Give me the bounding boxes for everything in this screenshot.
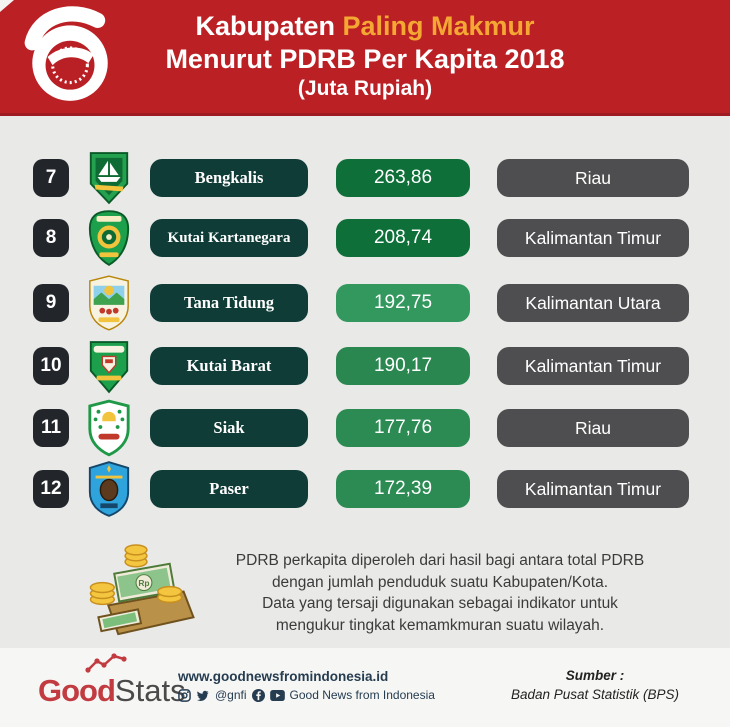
table-row: 7 Bengkalis 263,86 Riau (0, 148, 730, 208)
kabupaten-name-pill: Bengkalis (150, 159, 308, 197)
kutai-kartanegara-emblem-icon (86, 209, 132, 267)
footer-bar: Good Stats www.goodnewsfromindonesia.id (0, 648, 730, 727)
pdrb-value-pill: 263,86 (336, 159, 470, 197)
rank-badge: 11 (33, 409, 69, 447)
pdrb-value-pill: 192,75 (336, 284, 470, 322)
rank-badge: 9 (33, 284, 69, 322)
brand-good-text: Good (38, 673, 116, 708)
social-row: @gnfi Good News from Indonesia (178, 688, 435, 702)
title-line-3: (Juta Rupiah) (297, 77, 433, 100)
rank-badge: 8 (33, 219, 69, 257)
pdrb-value-pill: 190,17 (336, 347, 470, 385)
title-part-1: Kabupaten (195, 11, 343, 41)
tana-tidung-emblem-icon (86, 274, 132, 332)
rank-badge: 7 (33, 159, 69, 197)
province-pill: Riau (497, 159, 689, 197)
source-value: Badan Pusat Statistik (BPS) (510, 687, 680, 702)
social-caption: Good News from Indonesia (289, 688, 435, 702)
kabupaten-name-pill: Paser (150, 470, 308, 508)
line-chart-doodle-icon (84, 652, 130, 674)
brand-stats-text: Stats (114, 673, 186, 708)
note-line: Data yang tersaji digunakan sebagai indi… (262, 595, 618, 612)
table-row: 12 Paser 172,39 Kalimantan Timur (0, 459, 730, 519)
money-coins-icon: Rp (76, 542, 204, 646)
corner-fold (0, 0, 14, 12)
methodology-note: PDRB perkapita diperoleh dari hasil bagi… (200, 550, 680, 636)
kabupaten-name-pill: Tana Tidung (150, 284, 308, 322)
note-line: dengan jumlah penduduk suatu Kabupaten/K… (271, 573, 609, 591)
province-pill: Kalimantan Timur (497, 470, 689, 508)
province-pill: Kalimantan Utara (497, 284, 689, 322)
title-line-2: Menurut PDRB Per Kapita 2018 (165, 44, 565, 74)
bengkalis-emblem-icon (86, 149, 132, 207)
rank-badge: 12 (33, 470, 69, 508)
province-pill: Kalimantan Timur (497, 219, 689, 257)
source-label: Sumber : (565, 668, 625, 683)
kabupaten-name-pill: Kutai Kartanegara (150, 219, 308, 257)
rank-badge: 10 (33, 347, 69, 385)
province-pill: Riau (497, 409, 689, 447)
kutai-barat-emblem-icon (86, 337, 132, 395)
note-line: PDRB perkapita diperoleh dari hasil bagi… (235, 552, 645, 569)
instagram-icon (178, 688, 191, 702)
twitter-icon (196, 689, 210, 701)
header-banner: Kabupaten Paling Makmur Menurut PDRB Per… (0, 0, 730, 116)
source-block: Sumber : Badan Pusat Statistik (BPS) (470, 666, 720, 704)
table-row: 11 Siak 177,76 Riau (0, 398, 730, 458)
facebook-icon (251, 688, 265, 702)
social-handle: @gnfi (215, 688, 247, 702)
gnfi-logo-icon (18, 4, 120, 106)
kabupaten-name-pill: Siak (150, 409, 308, 447)
table-row: 10 Kutai Barat 190,17 Kalimantan Timur (0, 336, 730, 396)
province-pill: Kalimantan Timur (497, 347, 689, 385)
title-part-2: Paling Makmur (342, 11, 535, 41)
table-row: 8 Kutai Kartanegara 208,74 Kalimantan Ti… (0, 208, 730, 268)
pdrb-value-pill: 172,39 (336, 470, 470, 508)
kabupaten-name-pill: Kutai Barat (150, 347, 308, 385)
table-row: 9 Tana Tidung 192,75 Kalimantan Utara (0, 273, 730, 333)
note-line: mengukur tingkat kemamkmuran suatu wilay… (275, 616, 605, 634)
rupiah-symbol: Rp (138, 578, 149, 588)
page-title: Kabupaten Paling Makmur Menurut PDRB Per… (0, 10, 730, 103)
pdrb-value-pill: 177,76 (336, 409, 470, 447)
paser-emblem-icon (86, 460, 132, 518)
siak-emblem-icon (86, 399, 132, 457)
website-url: www.goodnewsfromindonesia.id (178, 669, 389, 684)
website-block: www.goodnewsfromindonesia.id @gnfi Good … (178, 668, 435, 702)
goodstats-logo: Good Stats (38, 653, 186, 708)
pdrb-value-pill: 208,74 (336, 219, 470, 257)
title-line-1: Kabupaten Paling Makmur (0, 10, 730, 43)
youtube-icon (269, 689, 285, 701)
